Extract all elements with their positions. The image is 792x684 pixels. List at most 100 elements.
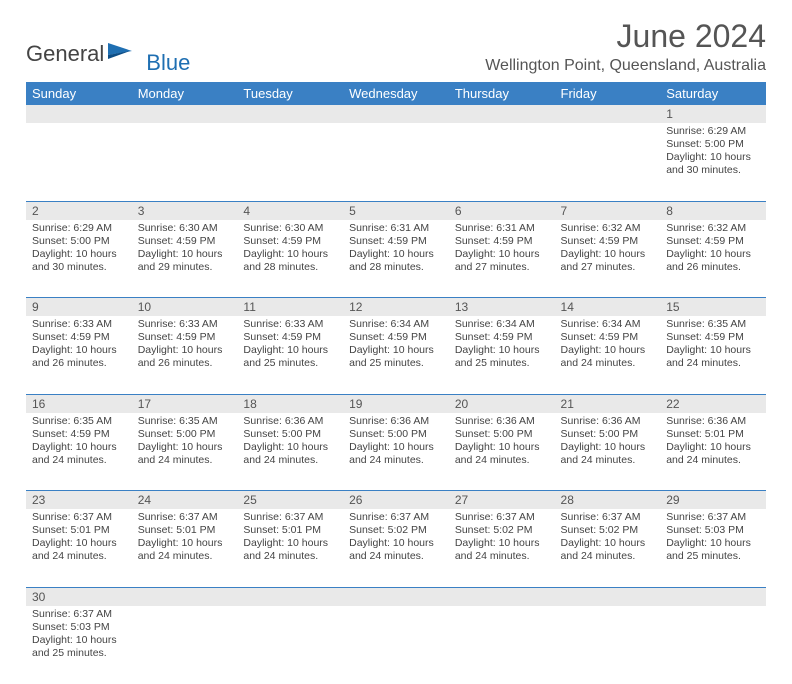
day-number-cell: 22 (660, 394, 766, 413)
day-cell: Sunrise: 6:37 AMSunset: 5:02 PMDaylight:… (449, 509, 555, 587)
day-details: Sunrise: 6:29 AMSunset: 5:00 PMDaylight:… (26, 220, 132, 279)
day-number-cell: 2 (26, 201, 132, 220)
day-number-cell: 28 (555, 491, 661, 510)
day-cell: Sunrise: 6:29 AMSunset: 5:00 PMDaylight:… (660, 123, 766, 201)
day-details: Sunrise: 6:33 AMSunset: 4:59 PMDaylight:… (132, 316, 238, 375)
day-details: Sunrise: 6:35 AMSunset: 4:59 PMDaylight:… (660, 316, 766, 375)
day-content-row: Sunrise: 6:37 AMSunset: 5:01 PMDaylight:… (26, 509, 766, 587)
day-details: Sunrise: 6:36 AMSunset: 5:00 PMDaylight:… (449, 413, 555, 472)
day-details: Sunrise: 6:36 AMSunset: 5:01 PMDaylight:… (660, 413, 766, 472)
day-cell: Sunrise: 6:37 AMSunset: 5:01 PMDaylight:… (237, 509, 343, 587)
day-number-cell: 24 (132, 491, 238, 510)
day-details: Sunrise: 6:34 AMSunset: 4:59 PMDaylight:… (449, 316, 555, 375)
weekday-header: Tuesday (237, 82, 343, 105)
day-details: Sunrise: 6:36 AMSunset: 5:00 PMDaylight:… (237, 413, 343, 472)
day-cell: Sunrise: 6:35 AMSunset: 5:00 PMDaylight:… (132, 413, 238, 491)
day-details: Sunrise: 6:32 AMSunset: 4:59 PMDaylight:… (660, 220, 766, 279)
day-cell (132, 606, 238, 684)
day-cell: Sunrise: 6:31 AMSunset: 4:59 PMDaylight:… (449, 220, 555, 298)
day-details: Sunrise: 6:37 AMSunset: 5:02 PMDaylight:… (343, 509, 449, 568)
day-number-cell: 8 (660, 201, 766, 220)
day-number-cell (26, 105, 132, 123)
day-number-cell (343, 105, 449, 123)
day-number-cell: 25 (237, 491, 343, 510)
daynum-row: 16171819202122 (26, 394, 766, 413)
day-number-cell: 23 (26, 491, 132, 510)
day-number-cell (449, 105, 555, 123)
day-cell (237, 123, 343, 201)
logo-text-general: General (26, 41, 104, 67)
logo-text-blue: Blue (146, 50, 190, 76)
daynum-row: 30 (26, 587, 766, 606)
day-cell (555, 123, 661, 201)
day-content-row: Sunrise: 6:37 AMSunset: 5:03 PMDaylight:… (26, 606, 766, 684)
day-details: Sunrise: 6:30 AMSunset: 4:59 PMDaylight:… (237, 220, 343, 279)
day-details: Sunrise: 6:33 AMSunset: 4:59 PMDaylight:… (237, 316, 343, 375)
day-number-cell (343, 587, 449, 606)
day-details: Sunrise: 6:37 AMSunset: 5:03 PMDaylight:… (26, 606, 132, 665)
day-number-cell (555, 105, 661, 123)
day-cell: Sunrise: 6:37 AMSunset: 5:03 PMDaylight:… (26, 606, 132, 684)
day-number-cell: 4 (237, 201, 343, 220)
day-number-cell: 16 (26, 394, 132, 413)
day-number-cell (237, 105, 343, 123)
day-cell: Sunrise: 6:34 AMSunset: 4:59 PMDaylight:… (449, 316, 555, 394)
day-details: Sunrise: 6:36 AMSunset: 5:00 PMDaylight:… (555, 413, 661, 472)
daynum-row: 2345678 (26, 201, 766, 220)
day-cell: Sunrise: 6:36 AMSunset: 5:01 PMDaylight:… (660, 413, 766, 491)
day-cell: Sunrise: 6:37 AMSunset: 5:02 PMDaylight:… (343, 509, 449, 587)
day-number-cell: 3 (132, 201, 238, 220)
day-cell: Sunrise: 6:31 AMSunset: 4:59 PMDaylight:… (343, 220, 449, 298)
day-cell: Sunrise: 6:37 AMSunset: 5:03 PMDaylight:… (660, 509, 766, 587)
day-cell: Sunrise: 6:30 AMSunset: 4:59 PMDaylight:… (237, 220, 343, 298)
day-cell (132, 123, 238, 201)
day-content-row: Sunrise: 6:29 AMSunset: 5:00 PMDaylight:… (26, 123, 766, 201)
day-cell: Sunrise: 6:35 AMSunset: 4:59 PMDaylight:… (26, 413, 132, 491)
day-details: Sunrise: 6:37 AMSunset: 5:02 PMDaylight:… (555, 509, 661, 568)
daynum-row: 1 (26, 105, 766, 123)
day-number-cell: 5 (343, 201, 449, 220)
daynum-row: 23242526272829 (26, 491, 766, 510)
day-details: Sunrise: 6:37 AMSunset: 5:01 PMDaylight:… (132, 509, 238, 568)
day-number-cell: 21 (555, 394, 661, 413)
day-cell: Sunrise: 6:36 AMSunset: 5:00 PMDaylight:… (555, 413, 661, 491)
day-cell: Sunrise: 6:36 AMSunset: 5:00 PMDaylight:… (237, 413, 343, 491)
day-number-cell (132, 105, 238, 123)
weekday-header: Wednesday (343, 82, 449, 105)
day-details: Sunrise: 6:35 AMSunset: 4:59 PMDaylight:… (26, 413, 132, 472)
day-number-cell: 30 (26, 587, 132, 606)
header: General Blue June 2024 Wellington Point,… (26, 18, 766, 76)
weekday-header: Thursday (449, 82, 555, 105)
day-details: Sunrise: 6:34 AMSunset: 4:59 PMDaylight:… (343, 316, 449, 375)
day-number-cell (449, 587, 555, 606)
month-title: June 2024 (485, 18, 766, 55)
day-cell (449, 123, 555, 201)
day-content-row: Sunrise: 6:33 AMSunset: 4:59 PMDaylight:… (26, 316, 766, 394)
day-number-cell (237, 587, 343, 606)
day-cell: Sunrise: 6:36 AMSunset: 5:00 PMDaylight:… (449, 413, 555, 491)
day-content-row: Sunrise: 6:29 AMSunset: 5:00 PMDaylight:… (26, 220, 766, 298)
day-number-cell (555, 587, 661, 606)
day-cell (237, 606, 343, 684)
day-cell: Sunrise: 6:34 AMSunset: 4:59 PMDaylight:… (343, 316, 449, 394)
day-details: Sunrise: 6:30 AMSunset: 4:59 PMDaylight:… (132, 220, 238, 279)
day-cell (26, 123, 132, 201)
day-number-cell: 6 (449, 201, 555, 220)
day-details: Sunrise: 6:31 AMSunset: 4:59 PMDaylight:… (449, 220, 555, 279)
location-text: Wellington Point, Queensland, Australia (485, 57, 766, 75)
day-number-cell: 7 (555, 201, 661, 220)
day-cell (449, 606, 555, 684)
day-number-cell: 1 (660, 105, 766, 123)
day-cell: Sunrise: 6:37 AMSunset: 5:01 PMDaylight:… (132, 509, 238, 587)
day-cell: Sunrise: 6:37 AMSunset: 5:01 PMDaylight:… (26, 509, 132, 587)
day-details: Sunrise: 6:34 AMSunset: 4:59 PMDaylight:… (555, 316, 661, 375)
weekday-header-row: SundayMondayTuesdayWednesdayThursdayFrid… (26, 82, 766, 105)
weekday-header: Friday (555, 82, 661, 105)
day-cell (343, 606, 449, 684)
day-number-cell: 14 (555, 298, 661, 317)
day-content-row: Sunrise: 6:35 AMSunset: 4:59 PMDaylight:… (26, 413, 766, 491)
day-number-cell: 11 (237, 298, 343, 317)
day-number-cell: 27 (449, 491, 555, 510)
title-area: June 2024 Wellington Point, Queensland, … (485, 18, 766, 75)
day-cell: Sunrise: 6:32 AMSunset: 4:59 PMDaylight:… (555, 220, 661, 298)
